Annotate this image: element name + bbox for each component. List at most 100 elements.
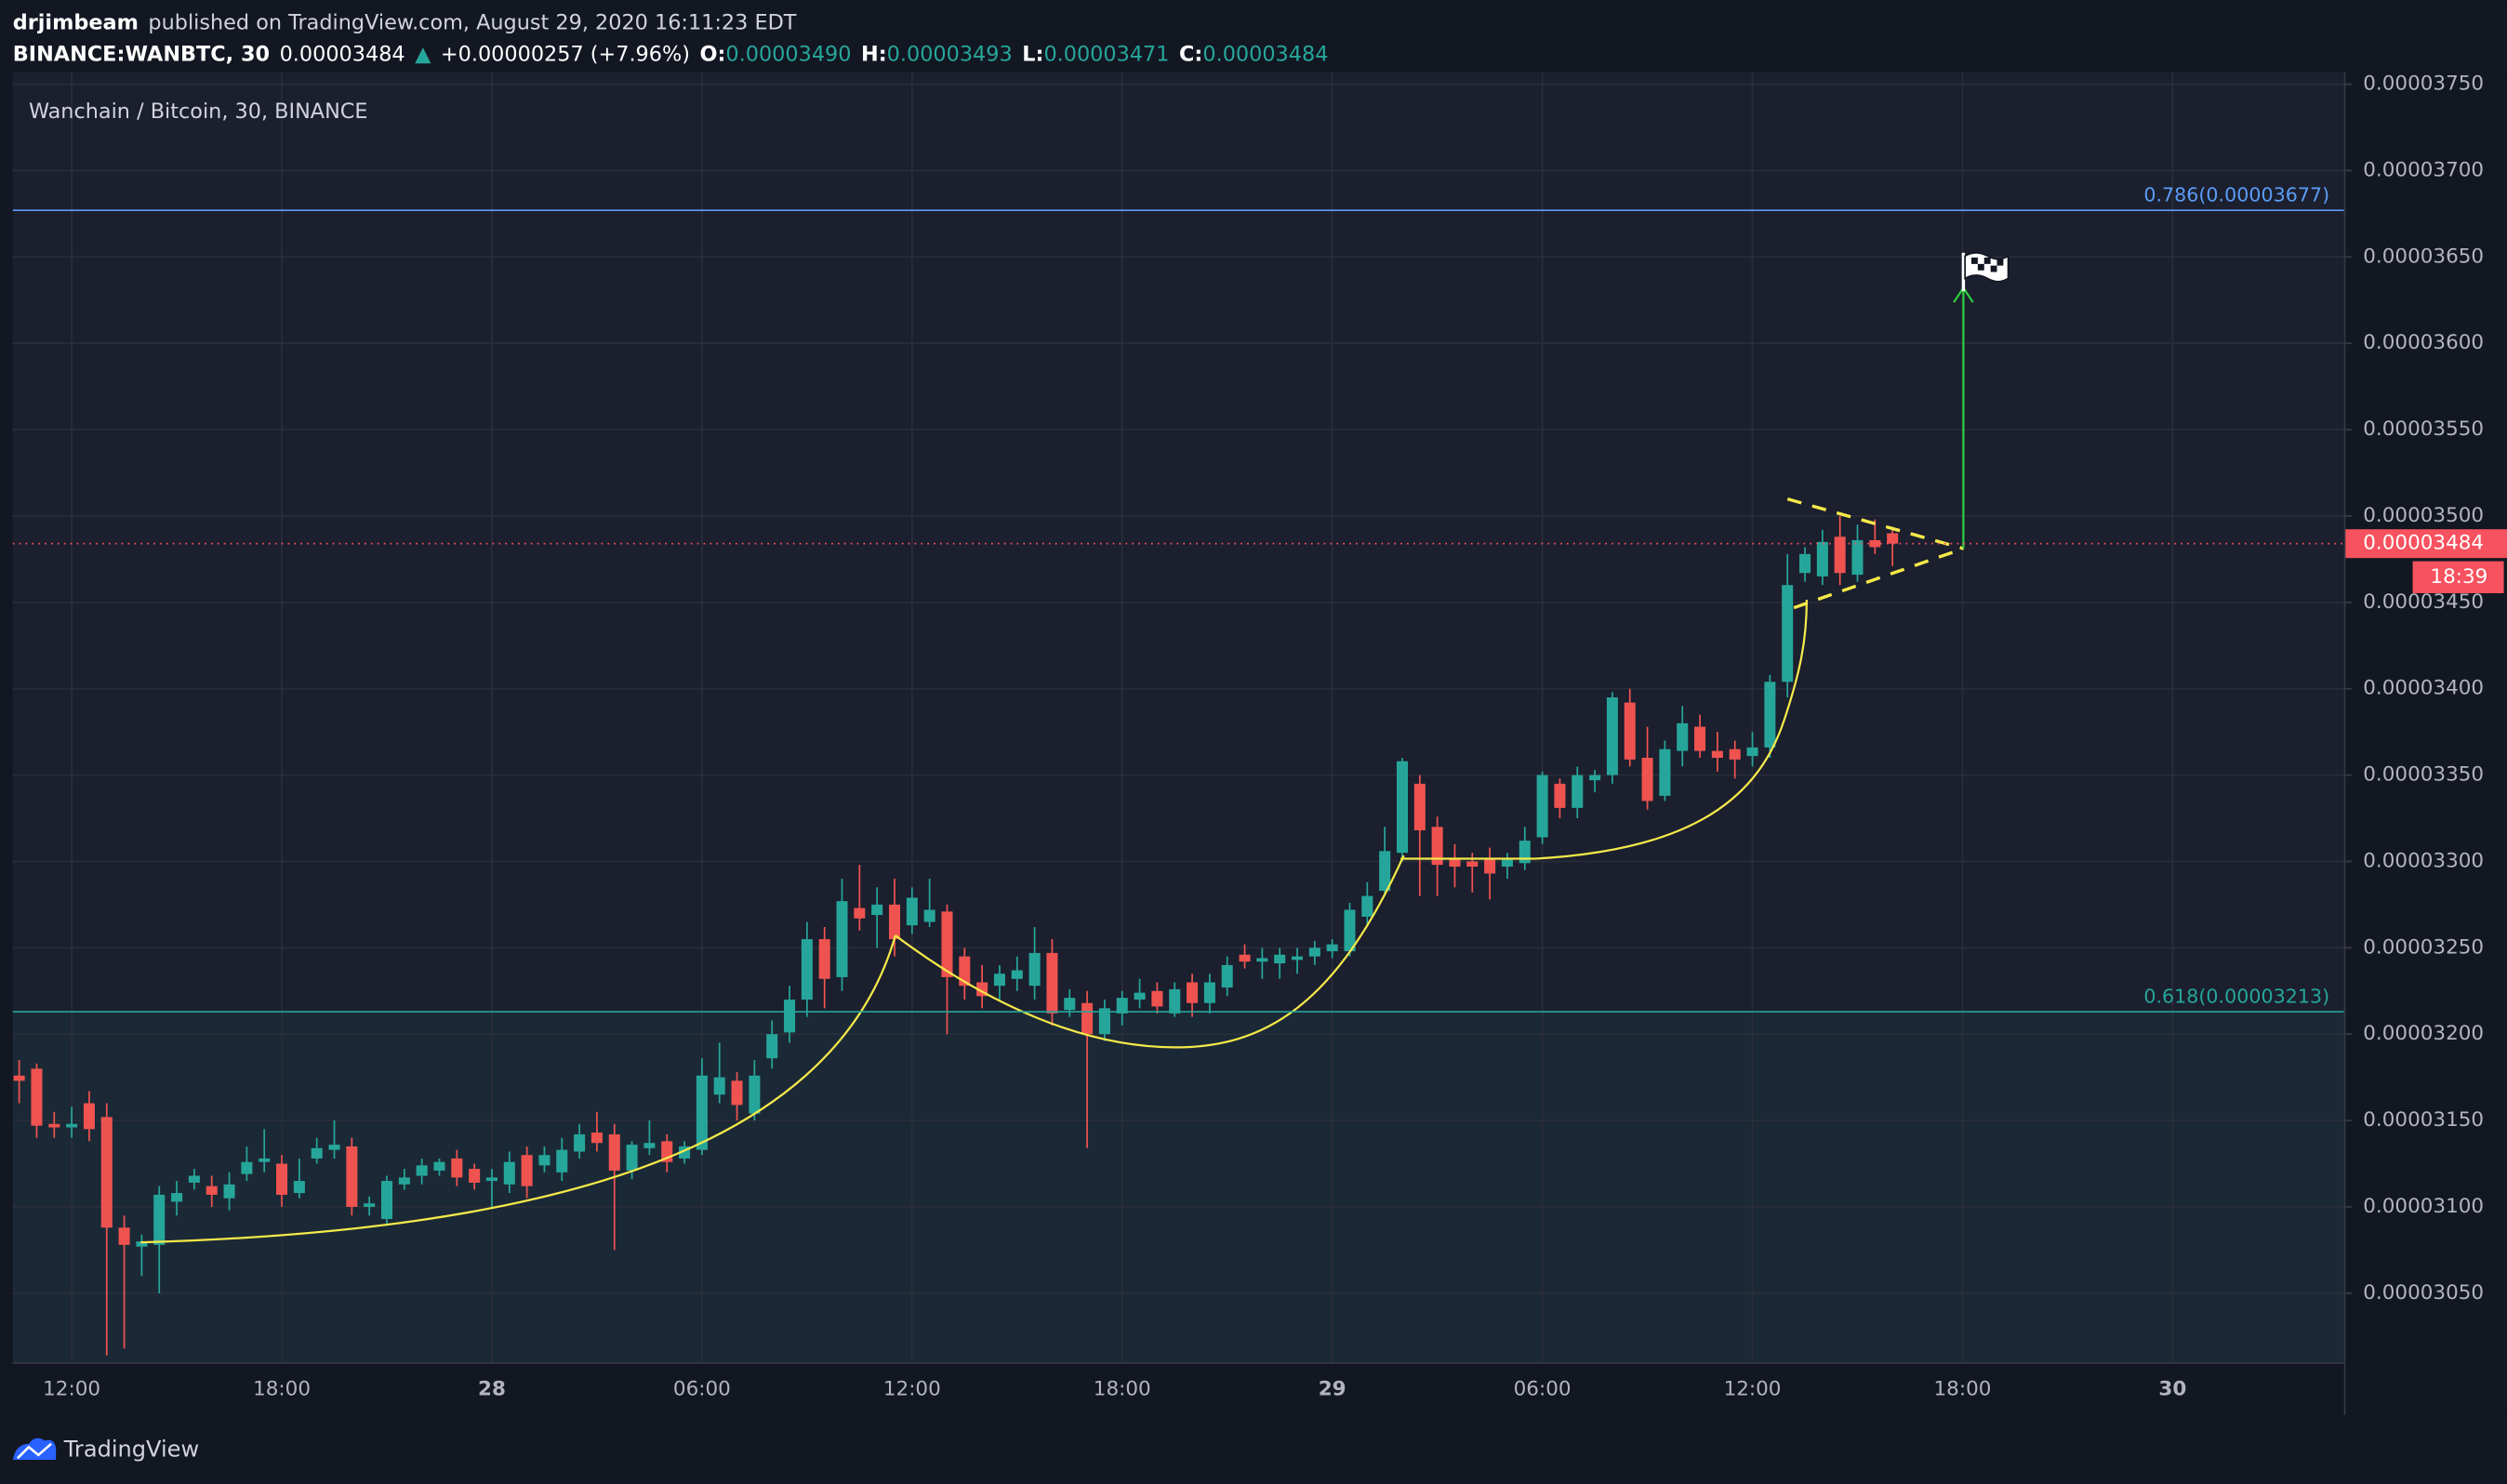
candle-body [293, 1181, 305, 1194]
candle-body [1292, 956, 1304, 961]
logo[interactable]: TradingView [12, 1437, 199, 1463]
y-tick-label: 0.00003500 [2363, 504, 2484, 527]
candle-body [451, 1158, 463, 1178]
x-tick-label: 29 [1319, 1377, 1346, 1400]
candle-body [206, 1186, 218, 1195]
x-tick-label: 18:00 [1094, 1377, 1151, 1400]
candle-body [398, 1177, 410, 1185]
candle-body [854, 908, 866, 919]
plot-area [12, 72, 2344, 1363]
candle-body [590, 1133, 603, 1144]
fib-label: 0.618(0.00003213) [2143, 986, 2329, 1008]
candle-body [66, 1123, 78, 1128]
y-tick-label: 0.00003550 [2363, 417, 2484, 441]
y-tick-label: 0.00003400 [2363, 677, 2484, 700]
candles [13, 515, 1899, 1356]
candle-body [871, 904, 883, 916]
candle-body [1711, 750, 1723, 759]
symbol-line: BINANCE:WANBTC, 30 0.00003484 ▲ +0.00000… [13, 42, 1329, 66]
candle-body [608, 1133, 620, 1171]
candle-body [1361, 895, 1373, 917]
candle-body [118, 1227, 130, 1245]
last-price-box [2345, 529, 2507, 559]
candle-body [696, 1075, 708, 1150]
candle-body [643, 1143, 656, 1148]
candle-body [153, 1194, 166, 1245]
candle-body [784, 1000, 796, 1033]
ohlc-label: L: [1022, 42, 1043, 66]
candle-body [1782, 585, 1794, 682]
candle-body [469, 1169, 481, 1183]
candle-body [626, 1145, 638, 1171]
candle-body [556, 1149, 568, 1173]
ohlc-value: 0.00003493 [887, 42, 1013, 66]
published: published on TradingView.com, August 29,… [148, 10, 796, 34]
x-tick-label: 30 [2158, 1377, 2186, 1400]
y-tick-label: 0.00003150 [2363, 1108, 2484, 1132]
last: 0.00003484 [280, 42, 405, 66]
drawings [140, 252, 2010, 1244]
candle-body [1764, 682, 1776, 748]
candle-body [1606, 696, 1618, 775]
candle-body [801, 939, 813, 1000]
ohlc-value: 0.00003471 [1043, 42, 1169, 66]
brand[interactable]: TradingView [63, 1437, 199, 1463]
trend-curve [895, 855, 1405, 1049]
price-axis [2343, 72, 2507, 1415]
x-tick-label: 28 [478, 1377, 506, 1400]
candle-body [13, 1075, 25, 1081]
y-tick-label: 0.00003100 [2363, 1195, 2484, 1218]
candle-body [1816, 541, 1828, 576]
y-tick-label: 0.00003300 [2363, 849, 2484, 872]
ohlc-label: O: [699, 42, 725, 66]
y-tick-label: 0.00003050 [2363, 1281, 2484, 1305]
candle-body [485, 1177, 497, 1182]
candle-body [1798, 553, 1811, 574]
candle-body [364, 1203, 376, 1207]
y-tick-label: 0.00003750 [2363, 73, 2484, 96]
candle-body [1466, 861, 1479, 868]
y-tick-label: 0.00003200 [2363, 1022, 2484, 1045]
candle-body [1746, 747, 1758, 757]
candle-body [1484, 857, 1496, 874]
candle-body [1396, 761, 1409, 854]
chart-title: Wanchain / Bitcoin, 30, BINANCE [29, 99, 368, 124]
candle-body [888, 904, 901, 940]
candle-body [31, 1068, 43, 1126]
candle-body [818, 939, 830, 979]
candle-body [188, 1175, 200, 1183]
candle-body [1028, 952, 1041, 987]
candle-body [1221, 964, 1233, 988]
candle-body [1589, 775, 1601, 781]
candle-body [1694, 726, 1706, 751]
candle-body [959, 956, 971, 987]
candle-body [1659, 749, 1671, 796]
candle-body [1011, 970, 1023, 979]
y-tick-label: 0.00003450 [2363, 590, 2484, 614]
candle-body [906, 897, 918, 926]
y-tick-label: 0.00003700 [2363, 158, 2484, 181]
ohlc-label: H: [861, 42, 887, 66]
candle-body [1431, 827, 1443, 866]
candle-body [1256, 958, 1268, 962]
candle-body [1239, 954, 1251, 962]
candle-body [1572, 775, 1584, 808]
candle-body [1536, 775, 1548, 838]
candle-body [731, 1080, 743, 1106]
candle-body [749, 1075, 761, 1114]
y-tick-label: 0.00003650 [2363, 245, 2484, 268]
candle-body [1116, 998, 1128, 1014]
candle-body [276, 1163, 288, 1195]
grid [12, 72, 2344, 1363]
candle-body [574, 1133, 586, 1152]
candle-body [713, 1077, 725, 1095]
candle-body [1624, 702, 1636, 760]
under-layer [12, 1012, 2344, 1363]
candle-body [923, 909, 935, 922]
candle-body [1449, 857, 1461, 868]
author: drjimbeam [13, 10, 139, 34]
candle-body [1308, 947, 1320, 957]
countdown-label: 18:39 [2430, 565, 2487, 589]
x-tick-label: 12:00 [1724, 1377, 1782, 1400]
candle-body [1729, 749, 1741, 760]
